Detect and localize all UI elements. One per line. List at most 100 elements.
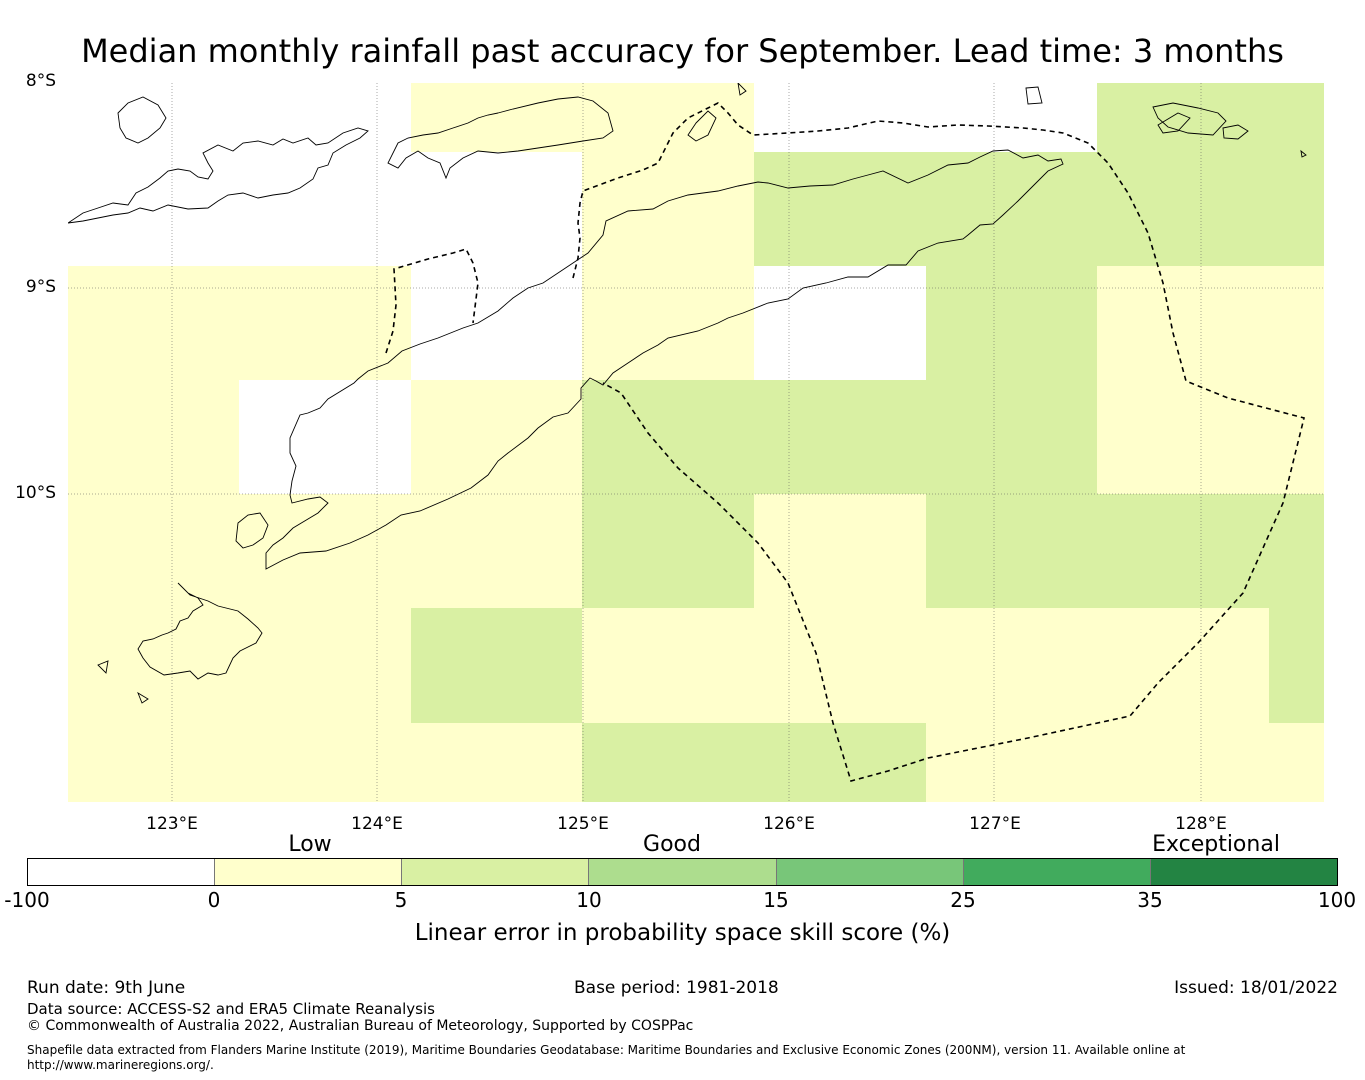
skill-cell: [582, 266, 754, 380]
colorbar-tick-7: 100: [1317, 888, 1357, 912]
skill-cell: [754, 723, 926, 802]
lat-label-9s: 9°S: [25, 277, 56, 297]
lon-label-123e: 123°E: [146, 814, 198, 834]
skill-cell: [68, 266, 239, 380]
skill-cell: [754, 266, 926, 380]
romang-coastline: [1152, 102, 1227, 136]
skill-grid-cells: [68, 83, 1324, 802]
shapefile-note: Shapefile data extracted from Flanders M…: [27, 1043, 1186, 1057]
lon-label-128e: 128°E: [1175, 814, 1227, 834]
rote-coastline: [137, 582, 263, 680]
skill-cell: [1269, 608, 1324, 723]
skill-cell: [1269, 723, 1324, 802]
skill-cell: [1097, 152, 1269, 266]
skill-cell: [239, 608, 411, 723]
maritime-boundaries: [385, 102, 1305, 782]
skill-cell: [68, 608, 239, 723]
small-island-2: [1300, 149, 1307, 158]
wetar-coastline: [387, 96, 614, 180]
skill-cell: [411, 83, 582, 152]
babar-coastline: [1157, 112, 1191, 134]
colorbar-category-low: Low: [288, 832, 332, 857]
skill-cell: [1097, 723, 1269, 802]
lat-label-8s: 8°S: [25, 71, 56, 91]
skill-cell: [1097, 608, 1269, 723]
skill-cell: [1097, 494, 1269, 608]
colorbar-tick-3: 10: [576, 888, 602, 912]
lon-label-126e: 126°E: [763, 814, 815, 834]
small-island-3: [97, 660, 109, 674]
skill-cell: [754, 380, 926, 494]
skill-cell: [582, 723, 754, 802]
skill-cell: [68, 723, 239, 802]
skill-cell: [411, 494, 582, 608]
colorbar-tick-4: 15: [763, 888, 789, 912]
skill-cell: [1269, 83, 1324, 152]
skill-cell: [411, 723, 582, 802]
colorbar-segment-1: [215, 859, 403, 885]
skill-cell: [411, 608, 582, 723]
pantar-coastline: [117, 96, 167, 144]
skill-cell: [239, 380, 411, 494]
skill-cell: [411, 152, 582, 266]
map-title: Median monthly rainfall past accuracy fo…: [81, 32, 1284, 70]
skill-cell: [582, 83, 754, 152]
lon-label-124e: 124°E: [351, 814, 403, 834]
map-panel: [68, 83, 1324, 802]
skill-cell: [926, 608, 1097, 723]
colorbar-segment-0: [28, 859, 216, 885]
semau-coastline: [235, 512, 269, 549]
colorbar-segment-6: [1150, 859, 1337, 885]
skill-cell: [1269, 152, 1324, 266]
colorbar-segment-3: [589, 859, 777, 885]
skill-cell: [926, 152, 1097, 266]
skill-cell: [926, 83, 1097, 152]
shapefile-url: http://www.marineregions.org/.: [27, 1058, 214, 1072]
base-period: Base period: 1981-2018: [574, 978, 779, 998]
leti-coastline: [1222, 124, 1249, 140]
colorbar-tick-2: 5: [394, 888, 408, 912]
timor-leste-eez-north: [572, 102, 1305, 782]
skill-cell: [754, 608, 926, 723]
copyright: © Commonwealth of Australia 2022, Austra…: [27, 1018, 694, 1034]
small-island-1: [737, 83, 747, 96]
skill-cell: [582, 380, 754, 494]
skill-cell: [754, 152, 926, 266]
colorbar-category-exceptional: Exceptional: [1152, 832, 1280, 857]
lon-label-125e: 125°E: [557, 814, 609, 834]
coastlines: [68, 83, 1307, 704]
skill-map: [68, 83, 1324, 802]
skill-cell: [239, 266, 411, 380]
skill-cell: [754, 494, 926, 608]
skill-cell: [926, 723, 1097, 802]
lon-label-127e: 127°E: [969, 814, 1021, 834]
kisar-coastline: [1025, 86, 1043, 105]
colorbar: [27, 858, 1338, 886]
skill-cell: [582, 152, 754, 266]
skill-cell: [582, 608, 754, 723]
colorbar-label: Linear error in probability space skill …: [414, 920, 951, 946]
colorbar-category-good: Good: [643, 832, 701, 857]
timor-coastline: [265, 149, 1064, 570]
skill-cell: [1097, 266, 1324, 494]
skill-cell: [926, 266, 1097, 380]
skill-cell: [411, 266, 582, 380]
skill-cell: [1269, 494, 1324, 608]
skill-cell: [926, 494, 1097, 608]
atauro-coastline: [687, 110, 717, 142]
skill-cell: [754, 83, 926, 152]
colorbar-segment-2: [402, 859, 590, 885]
skill-cell: [68, 380, 239, 494]
alor-coastline: [68, 127, 369, 224]
data-source: Data source: ACCESS-S2 and ERA5 Climate …: [27, 1000, 435, 1018]
skill-cell: [68, 494, 239, 608]
oecusse-eez: [385, 248, 479, 354]
skill-cell: [1097, 83, 1269, 152]
skill-cell: [926, 380, 1097, 494]
small-island-4: [137, 691, 149, 704]
issued-date: Issued: 18/01/2022: [1174, 978, 1338, 998]
colorbar-tick-0: -100: [4, 888, 50, 912]
colorbar-tick-1: 0: [207, 888, 221, 912]
colorbar-segment-5: [963, 859, 1151, 885]
colorbar-tick-6: 35: [1137, 888, 1163, 912]
